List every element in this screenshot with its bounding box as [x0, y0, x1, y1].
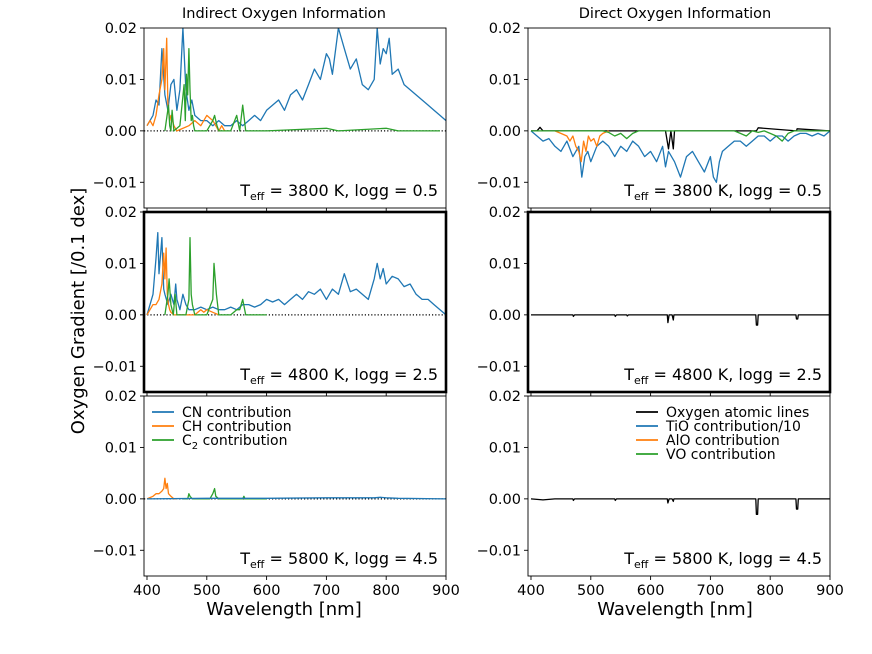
- series-alo-contribution: [554, 130, 609, 163]
- panel-r0-c0: −0.01 0.00 0.01 0.02 Teff = 3800 K, logg = 0…: [93, 21, 447, 212]
- y-tick-label: 0.02: [105, 205, 137, 221]
- y-tick-label: 0.02: [105, 389, 137, 405]
- series-ch-contribution: [146, 37, 226, 132]
- panel-data: [530, 498, 830, 515]
- y-tick-label: 0.00: [105, 124, 137, 140]
- legend-label: C2 contribution: [182, 433, 287, 452]
- x-tick-label: 900: [432, 583, 460, 599]
- y-tick-label: 0.00: [105, 492, 137, 508]
- y-tick-label: 0.00: [489, 492, 521, 508]
- panel-r0-c1: −0.01 0.00 0.01 0.02 Teff = 3800 K, logg = 0…: [477, 21, 831, 212]
- y-tick-label: −0.01: [93, 175, 137, 191]
- y-tick-label: −0.01: [477, 359, 521, 375]
- y-tick-label: 0.02: [489, 389, 521, 405]
- teff-logg-annotation: Teff = 5800 K, logg = 4.5: [623, 549, 822, 571]
- y-tick-label: 0.01: [489, 256, 521, 272]
- y-tick-label: 0.00: [489, 124, 521, 140]
- x-tick-label: 400: [133, 583, 161, 599]
- panel-frame: [142, 210, 448, 394]
- x-axis-label-right: Wavelength [nm]: [597, 599, 753, 620]
- legend-label: Oxygen atomic lines: [666, 405, 809, 421]
- panel-r1-c0: −0.01 0.00 0.01 0.02 Teff = 4800 K, logg = 2…: [93, 205, 448, 396]
- series-c2-contribution: [164, 47, 440, 132]
- teff-logg-annotation: Teff = 3800 K, logg = 0.5: [623, 181, 822, 203]
- legend-label: VO contribution: [666, 447, 776, 463]
- y-tick-label: 0.02: [105, 21, 137, 37]
- teff-logg-annotation: Teff = 4800 K, logg = 2.5: [239, 365, 438, 387]
- legend-label: CH contribution: [182, 419, 292, 435]
- series-oxygen-atomic-lines: [530, 498, 830, 515]
- series-c2-contribution: [164, 237, 267, 316]
- column-title-direct: Direct Oxygen Information: [579, 6, 771, 22]
- x-tick-label: 400: [517, 583, 545, 599]
- x-tick-label: 700: [313, 583, 341, 599]
- y-tick-label: 0.01: [105, 256, 137, 272]
- series-c2-contribution: [182, 487, 267, 500]
- teff-logg-annotation: Teff = 5800 K, logg = 4.5: [239, 549, 438, 571]
- legend-label: AlO contribution: [666, 433, 780, 449]
- x-tick-label: 800: [756, 583, 784, 599]
- legend-label: CN contribution: [182, 405, 292, 421]
- x-tick-label: 500: [577, 583, 605, 599]
- x-tick-label: 900: [816, 583, 844, 599]
- y-tick-label: 0.01: [489, 72, 521, 88]
- y-tick-label: 0.00: [489, 308, 521, 324]
- column-title-indirect: Indirect Oxygen Information: [182, 6, 386, 22]
- panel-frame: [527, 27, 831, 209]
- y-tick-label: 0.00: [105, 308, 137, 324]
- y-tick-label: 0.01: [105, 440, 137, 456]
- panel-frame: [143, 395, 447, 577]
- panel-grid: −0.01 0.00 0.01 0.02 Teff = 3800 K, logg = 0…: [93, 21, 844, 599]
- y-tick-label: −0.01: [477, 543, 521, 559]
- y-tick-label: 0.01: [489, 440, 521, 456]
- panel-r2-c0: −0.01 0.00 0.01 0.02 400 500 600 700 800 900 Teff …: [93, 389, 460, 599]
- teff-logg-annotation: Teff = 3800 K, logg = 0.5: [239, 181, 438, 203]
- x-tick-label: 700: [697, 583, 725, 599]
- x-tick-label: 800: [372, 583, 400, 599]
- series-oxygen-atomic-lines: [531, 314, 830, 326]
- x-tick-label: 600: [637, 583, 665, 599]
- series-cn-contribution: [146, 28, 446, 127]
- panel-r2-c1: −0.01 0.00 0.01 0.02 400 500 600 700 800 900 Teff …: [477, 389, 844, 599]
- panel-data: [531, 314, 830, 326]
- y-tick-label: −0.01: [93, 359, 137, 375]
- y-tick-label: −0.01: [93, 543, 137, 559]
- series-ch-contribution: [146, 477, 177, 500]
- panel-r1-c1: −0.01 0.00 0.01 0.02 Teff = 4800 K, logg = 2…: [477, 205, 832, 396]
- y-tick-label: −0.01: [477, 175, 521, 191]
- panel-data: [146, 231, 446, 316]
- y-tick-label: 0.02: [489, 21, 521, 37]
- panel-data: [530, 126, 830, 183]
- series-cn-contribution: [146, 496, 446, 500]
- y-tick-label: 0.01: [105, 72, 137, 88]
- panel-data: [146, 28, 446, 132]
- legend-label: TiO contribution/10: [665, 419, 801, 435]
- x-tick-label: 500: [193, 583, 221, 599]
- panel-data: [146, 477, 446, 500]
- x-axis-label-left: Wavelength [nm]: [206, 599, 362, 620]
- series-vo-contribution: [531, 130, 830, 142]
- panel-frame: [143, 27, 447, 209]
- y-tick-label: 0.02: [489, 205, 521, 221]
- series-ch-contribution: [146, 247, 220, 316]
- x-tick-label: 600: [253, 583, 281, 599]
- panel-frame: [526, 210, 832, 394]
- series-tio-contribution-10: [530, 130, 830, 183]
- teff-logg-annotation: Teff = 4800 K, logg = 2.5: [623, 365, 822, 387]
- panel-frame: [527, 395, 831, 577]
- y-axis-label: Oxygen Gradient [/0.1 dex]: [68, 188, 89, 434]
